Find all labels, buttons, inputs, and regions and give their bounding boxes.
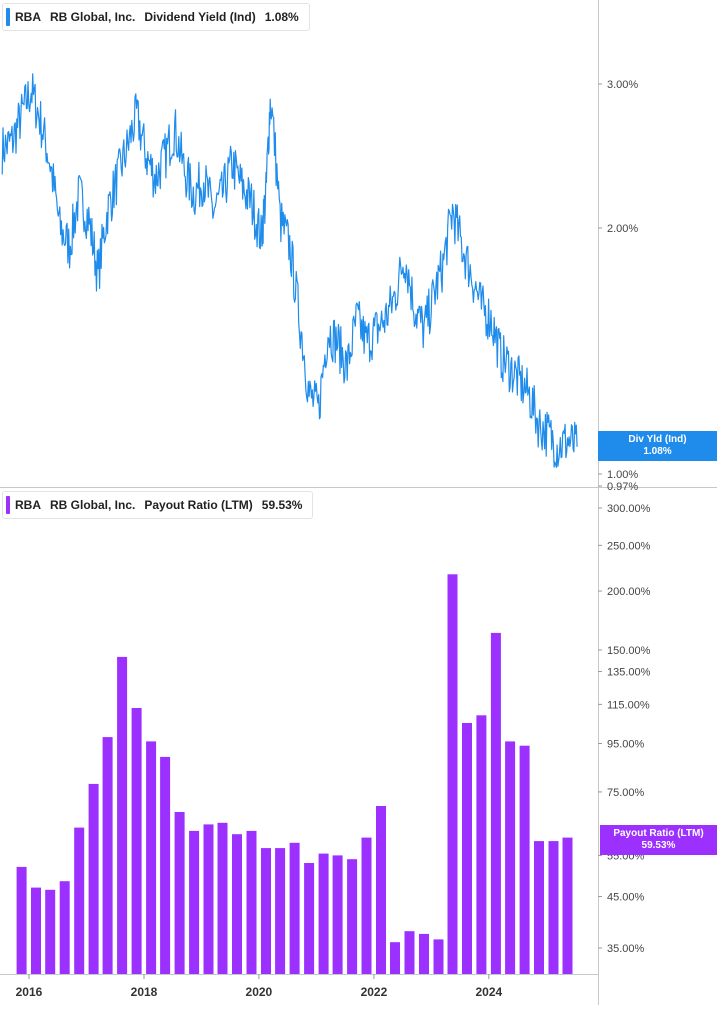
payout-bar (476, 715, 487, 974)
x-tick-label: 2018 (131, 985, 158, 999)
legend-metric: Dividend Yield (Ind) (144, 10, 256, 24)
series-color-swatch (6, 496, 10, 514)
payout-bar (519, 745, 530, 974)
payout-bar (347, 859, 358, 974)
payout-bar (462, 723, 472, 974)
payout-bar (102, 737, 113, 974)
y-tick-label: 1.00% (607, 469, 638, 481)
legend-ticker: RBA (15, 10, 41, 24)
dividend-yield-line (1, 73, 578, 468)
payout-bar (232, 834, 242, 974)
payout-bar (74, 827, 85, 974)
legend-payout-ratio[interactable]: RBA RB Global, Inc. Payout Ratio (LTM) 5… (2, 491, 314, 519)
y-tick-label: 300.00% (607, 503, 651, 515)
payout-bar (548, 841, 559, 974)
payout-bar (88, 783, 99, 974)
payout-bar (174, 812, 185, 974)
legend-value: 1.08% (264, 10, 299, 24)
y-tick-label: 75.00% (607, 787, 645, 799)
payout-bar (304, 863, 315, 974)
y-tick-label: 45.00% (607, 892, 645, 904)
payout-bar (146, 741, 157, 974)
payout-bar (189, 830, 200, 974)
payout-bar (16, 866, 27, 974)
y-tick-label: 250.00% (607, 540, 651, 552)
tag-label: Div Yld (Ind) (628, 434, 687, 445)
payout-bar (217, 822, 228, 974)
legend-metric: Payout Ratio (LTM) (144, 498, 253, 512)
payout-bar (447, 574, 458, 974)
payout-bar (361, 837, 372, 974)
y-tick-label: 95.00% (607, 739, 645, 751)
y-tick-label: 35.00% (607, 943, 645, 955)
payout-bar (332, 855, 343, 974)
x-tick-label: 2020 (246, 985, 273, 999)
y-tick-label: 0.97% (607, 481, 638, 493)
payout-bar (203, 824, 214, 974)
payout-bar (404, 931, 415, 974)
payout-bar (160, 756, 171, 974)
payout-bar (376, 806, 386, 974)
y-tick-label: 135.00% (607, 667, 651, 679)
legend-company: RB Global, Inc. (50, 10, 136, 24)
payout-bar (505, 741, 516, 974)
y-tick-label: 115.00% (607, 699, 650, 711)
payout-bar (534, 841, 544, 974)
current-value-tag-payout-ratio: Payout Ratio (LTM) 59.53% (600, 825, 717, 855)
payout-bar (131, 708, 142, 974)
y-tick-label: 3.00% (607, 79, 638, 91)
payout-bar (318, 853, 329, 974)
tag-value: 1.08% (643, 446, 672, 457)
payout-bar (275, 848, 286, 974)
legend-company: RB Global, Inc. (50, 498, 136, 512)
payout-bar (59, 881, 70, 974)
payout-bar (433, 939, 444, 974)
payout-bar (419, 933, 429, 974)
x-tick-label: 2022 (361, 985, 388, 999)
current-value-tag-dividend-yield: Div Yld (Ind) 1.08% (598, 431, 717, 461)
y-tick-label: 200.00% (607, 586, 651, 598)
payout-bar (261, 848, 271, 974)
legend-dividend-yield[interactable]: RBA RB Global, Inc. Dividend Yield (Ind)… (2, 3, 310, 31)
payout-bar (117, 656, 128, 974)
payout-bar (490, 632, 501, 974)
y-tick-label: 150.00% (607, 645, 651, 657)
payout-bar (45, 889, 56, 974)
x-tick-label: 2016 (16, 985, 43, 999)
payout-bar (289, 842, 300, 974)
x-tick-label: 2024 (475, 985, 502, 999)
y-tick-label: 2.00% (607, 223, 638, 235)
tag-label: Payout Ratio (LTM) (613, 828, 704, 839)
payout-bar (390, 942, 400, 974)
series-color-swatch (6, 8, 10, 26)
legend-value: 59.53% (261, 498, 303, 512)
legend-ticker: RBA (15, 498, 41, 512)
tag-value: 59.53% (641, 840, 676, 851)
payout-bar (246, 830, 257, 974)
payout-bar (562, 837, 573, 974)
payout-bar (31, 887, 41, 974)
